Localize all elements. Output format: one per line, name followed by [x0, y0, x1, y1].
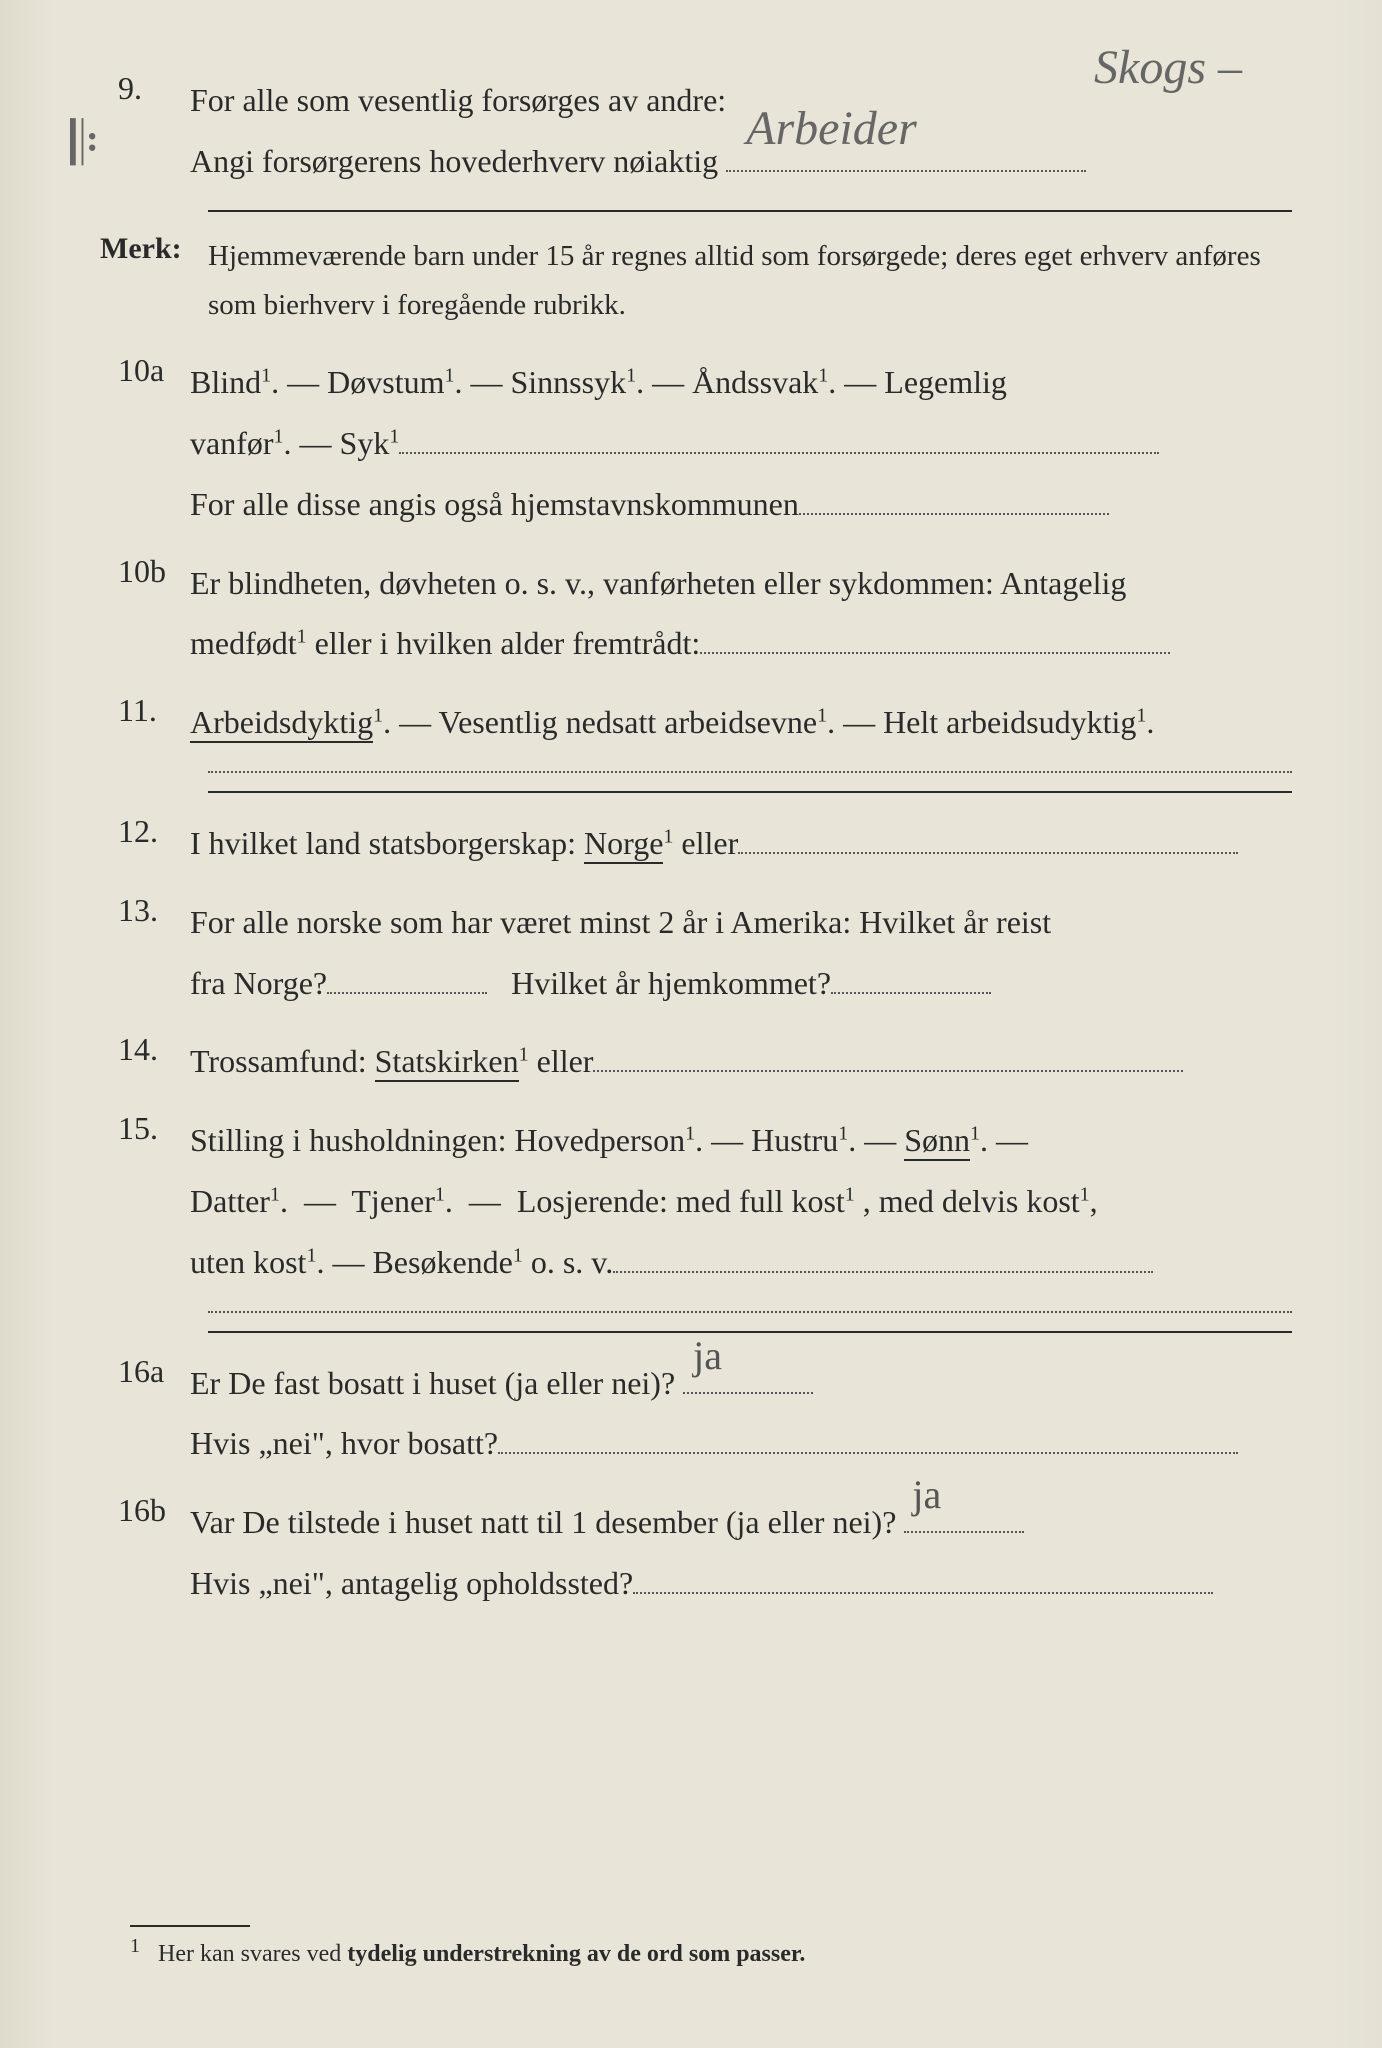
- opt-blind: Blind: [190, 364, 261, 400]
- q13-fill-2: [831, 992, 991, 994]
- q10b-fill: [700, 652, 1170, 654]
- question-content: Trossamfund: Statskirken1 eller: [190, 1031, 1292, 1092]
- question-10b: 10b Er blindheten, døvheten o. s. v., va…: [100, 553, 1292, 675]
- question-10a: 10a Blind1. — Døvstum1. — Sinnssyk1. — Å…: [100, 352, 1292, 534]
- footnote-rule: [130, 1925, 250, 1927]
- merk-text: Hjemmeværende barn under 15 år regnes al…: [208, 232, 1292, 331]
- q13-fill-1: [327, 992, 487, 994]
- question-content: I hvilket land statsborgerskap: Norge1 e…: [190, 813, 1292, 874]
- question-content: Er blindheten, døvheten o. s. v., vanfør…: [190, 553, 1292, 675]
- census-form-page: Skogs – 𝄆 9. For alle som vesentlig fors…: [0, 0, 1382, 2048]
- q16a-fill-1: ja: [683, 1392, 813, 1394]
- opt-vanfor: vanfør: [190, 425, 274, 461]
- opt-hustru: Hustru: [751, 1122, 838, 1158]
- question-number: 11.: [100, 692, 190, 729]
- question-11: 11. Arbeidsdyktig1. — Vesentlig nedsatt …: [100, 692, 1292, 753]
- handwritten-line-1: Skogs –: [1094, 40, 1242, 95]
- q16b-line2: Hvis „nei", antagelig opholdssted?: [190, 1565, 633, 1601]
- question-14: 14. Trossamfund: Statskirken1 eller: [100, 1031, 1292, 1092]
- handwritten-answer-16b: ja: [912, 1457, 941, 1533]
- q10b-medfodt: medfødt: [190, 625, 297, 661]
- q15-hovedperson: Stilling i husholdningen: Hovedperson: [190, 1122, 685, 1158]
- question-number: 12.: [100, 813, 190, 850]
- handwritten-answer-9: Arbeider: [746, 83, 917, 174]
- q13-hjemkommet: Hvilket år hjemkommet?: [511, 965, 831, 1001]
- question-number: 10a: [100, 352, 190, 389]
- q9-line2: Angi forsørgerens hovederhverv nøiaktig: [190, 143, 718, 179]
- note-merk: Merk: Hjemmeværende barn under 15 år reg…: [100, 232, 1292, 331]
- opt-utenkost: uten kost: [190, 1244, 306, 1280]
- question-content: Var De tilstede i huset natt til 1 desem…: [190, 1492, 1292, 1614]
- q15-osv: o. s. v.: [531, 1244, 613, 1280]
- q10b-alder: eller i hvilken alder fremtrådt:: [315, 625, 701, 661]
- question-12: 12. I hvilket land statsborgerskap: Norg…: [100, 813, 1292, 874]
- question-number: 10b: [100, 553, 190, 590]
- question-content: Er De fast bosatt i huset (ja eller nei)…: [190, 1353, 1292, 1475]
- dotted-divider: [208, 1311, 1292, 1313]
- question-content: Blind1. — Døvstum1. — Sinnssyk1. — Åndss…: [190, 352, 1292, 534]
- opt-dovstum: Døvstum: [327, 364, 444, 400]
- opt-delvis: , med delvis kost: [863, 1183, 1080, 1219]
- question-13: 13. For alle norske som har været minst …: [100, 892, 1292, 1014]
- section-divider: [208, 210, 1292, 212]
- footnote-num: 1: [130, 1935, 140, 1957]
- opt-andssvak: Åndssvak: [692, 364, 818, 400]
- q14-eller: eller: [537, 1043, 594, 1079]
- q10a-hjemstavn: For alle disse angis også hjemstavnskomm…: [190, 486, 799, 522]
- q16a-line2: Hvis „nei", hvor bosatt?: [190, 1425, 498, 1461]
- q9-line1: For alle som vesentlig forsørges av andr…: [190, 82, 726, 118]
- q16a-line1: Er De fast bosatt i huset (ja eller nei)…: [190, 1365, 675, 1401]
- q9-fill: Arbeider: [726, 170, 1086, 172]
- q12-text1: I hvilket land statsborgerskap:: [190, 825, 584, 861]
- section-divider: [208, 791, 1292, 793]
- opt-losjerende: Losjerende: med full kost: [517, 1183, 845, 1219]
- opt-statskirken: Statskirken: [375, 1043, 519, 1082]
- opt-besokende: Besøkende: [372, 1244, 512, 1280]
- opt-syk: Syk: [340, 425, 390, 461]
- footnote-text: Her kan svares ved tydelig understreknin…: [158, 1941, 805, 1967]
- q10a-fill-1: [399, 452, 1159, 454]
- opt-nedsatt: Vesentlig nedsatt arbeidsevne: [439, 704, 818, 740]
- opt-legemlig: Legemlig: [884, 364, 1007, 400]
- merk-label: Merk:: [100, 232, 208, 266]
- q16b-fill-1: ja: [904, 1531, 1024, 1533]
- q13-line1: For alle norske som har været minst 2 år…: [190, 904, 1051, 940]
- q10b-line1: Er blindheten, døvheten o. s. v., vanfør…: [190, 565, 1126, 601]
- footnote: 1 Her kan svares ved tydelig understrekn…: [130, 1925, 805, 1968]
- q16b-fill-2: [633, 1592, 1213, 1594]
- opt-tjener: Tjener: [351, 1183, 435, 1219]
- opt-datter: Datter: [190, 1183, 270, 1219]
- q14-fill: [593, 1070, 1183, 1072]
- question-16b: 16b Var De tilstede i huset natt til 1 d…: [100, 1492, 1292, 1614]
- q12-fill: [738, 852, 1238, 854]
- opt-arbeidsdyktig: Arbeidsdyktig: [190, 704, 373, 743]
- section-divider: [208, 1331, 1292, 1333]
- q13-franorge: fra Norge?: [190, 965, 327, 1001]
- question-content: For alle norske som har været minst 2 år…: [190, 892, 1292, 1014]
- handwritten-annotation-top: Skogs –: [1094, 40, 1242, 95]
- q12-eller: eller: [681, 825, 738, 861]
- question-number: 16b: [100, 1492, 190, 1529]
- opt-norge: Norge: [584, 825, 663, 864]
- q10a-fill-2: [799, 513, 1109, 515]
- question-16a: 16a Er De fast bosatt i huset (ja eller …: [100, 1353, 1292, 1475]
- question-number: 15.: [100, 1110, 190, 1147]
- dotted-divider: [208, 771, 1292, 773]
- q16b-line1: Var De tilstede i huset natt til 1 desem…: [190, 1504, 896, 1540]
- question-number: 16a: [100, 1353, 190, 1390]
- handwritten-answer-16a: ja: [693, 1318, 722, 1394]
- question-number: 14.: [100, 1031, 190, 1068]
- opt-sinnssyk: Sinnssyk: [510, 364, 626, 400]
- margin-mark: 𝄆: [70, 110, 99, 179]
- question-content: Arbeidsdyktig1. — Vesentlig nedsatt arbe…: [190, 692, 1292, 753]
- question-number: 9.: [100, 70, 190, 107]
- question-15: 15. Stilling i husholdningen: Hovedperso…: [100, 1110, 1292, 1292]
- q16a-fill-2: [498, 1452, 1238, 1454]
- question-content: Stilling i husholdningen: Hovedperson1. …: [190, 1110, 1292, 1292]
- question-number: 13.: [100, 892, 190, 929]
- opt-sonn: Sønn: [904, 1122, 970, 1161]
- q14-text1: Trossamfund:: [190, 1043, 375, 1079]
- opt-udyktig: Helt arbeidsudyktig: [883, 704, 1136, 740]
- q15-fill: [613, 1271, 1153, 1273]
